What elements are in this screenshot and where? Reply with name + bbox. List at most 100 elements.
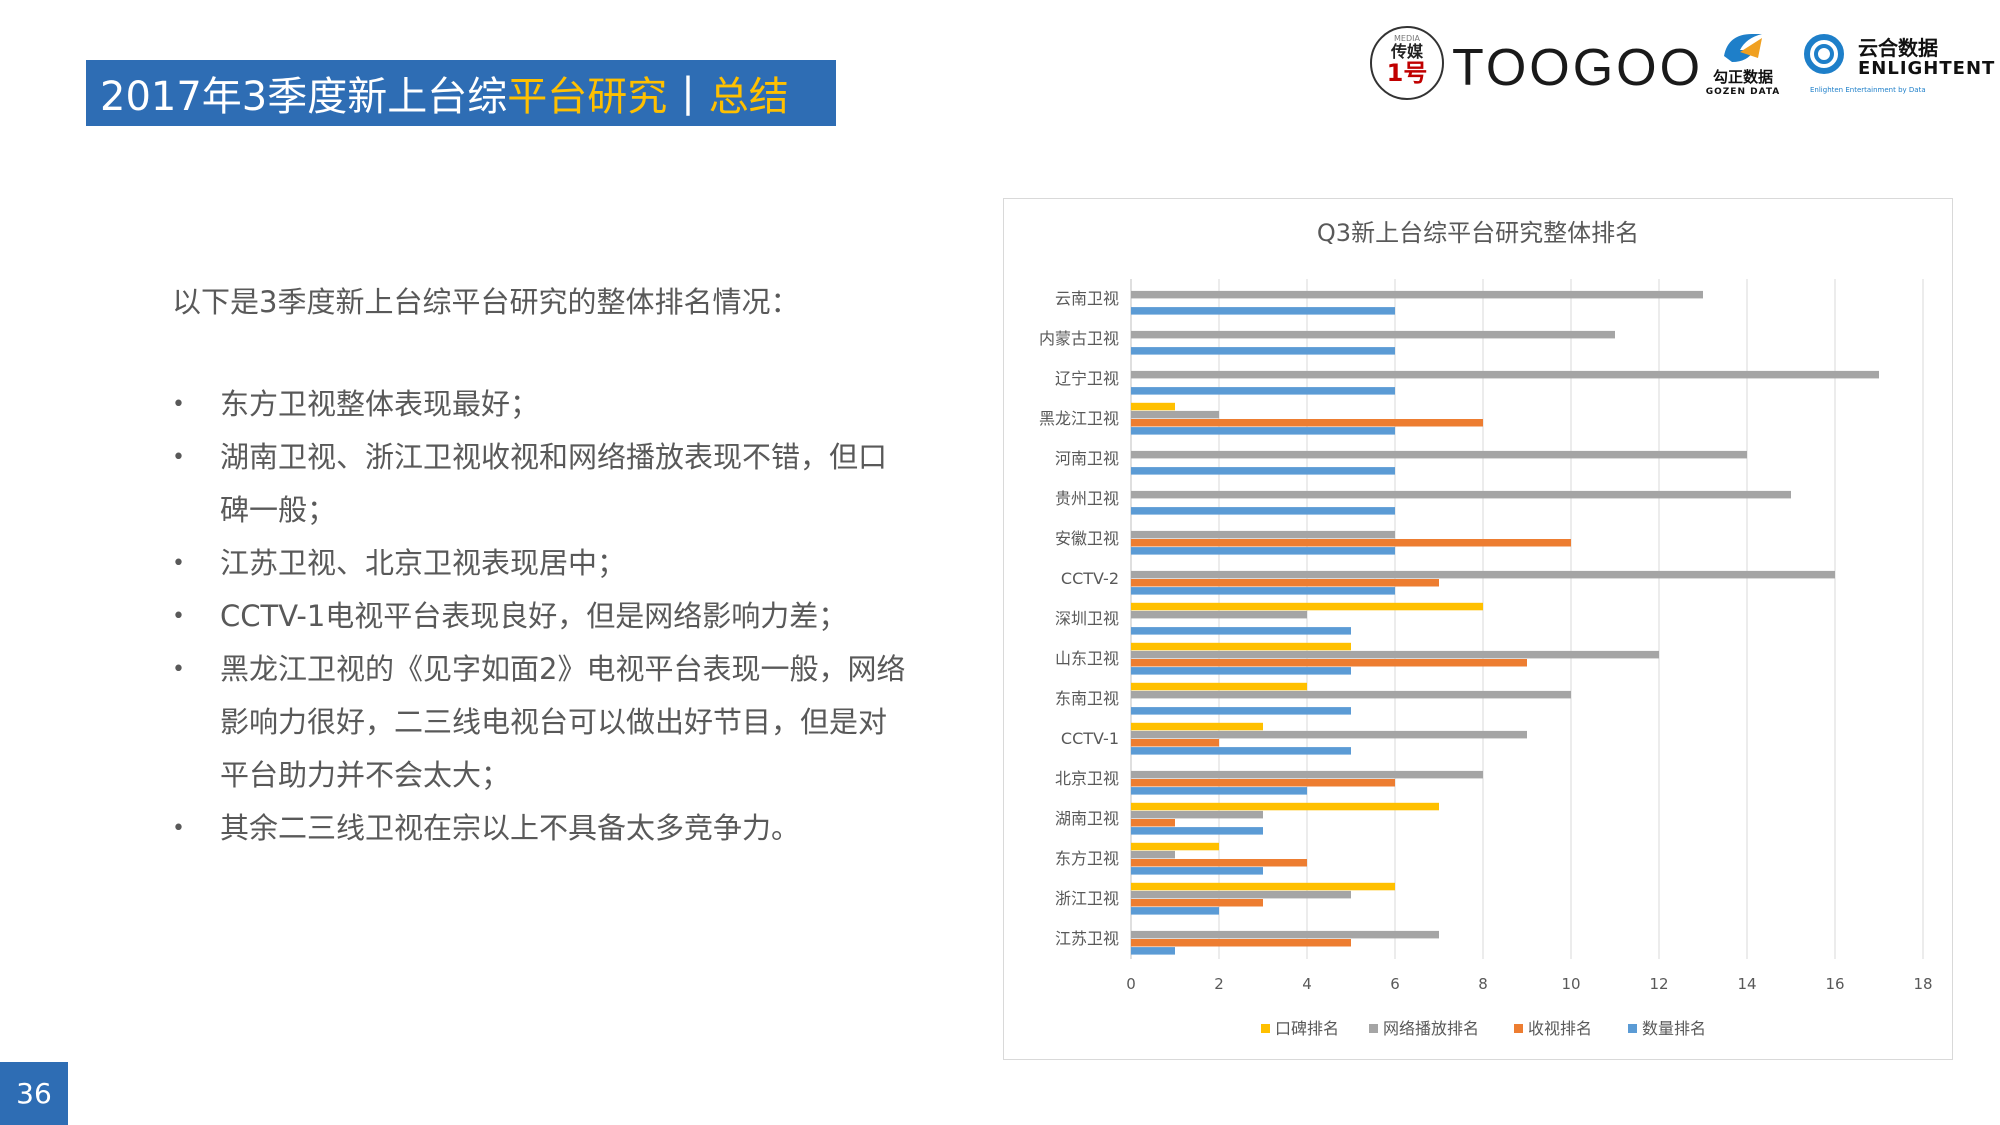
bar-数量排名: [1131, 707, 1351, 715]
y-category-label: 北京卫视: [1055, 769, 1119, 788]
bar-口碑排名: [1131, 682, 1307, 691]
bullet-text: CCTV-1电视平台表现良好，但是网络影响力差；: [220, 599, 848, 633]
bullet-item: • 其余二三线卫视在宗以上不具备太多竞争力。: [172, 802, 912, 855]
bar-数量排名: [1131, 627, 1351, 635]
bar-数量排名: [1131, 387, 1395, 395]
y-category-label: 东南卫视: [1055, 689, 1119, 708]
enlight-ring-icon: [1804, 34, 1844, 74]
title-highlight: 平台研究: [507, 74, 668, 120]
bar-口碑排名: [1131, 642, 1351, 651]
bullet-item: • 黑龙江卫视的《见字如面2》电视平台表现一般，网络影响力很好，二三线电视台可以做…: [172, 643, 912, 802]
bar-网络播放排名: [1131, 370, 1879, 379]
bar-数量排名: [1131, 667, 1351, 675]
y-category-label: 安徽卫视: [1055, 529, 1119, 548]
y-category-label: CCTV-1: [1061, 729, 1119, 748]
x-tick-label: 16: [1825, 975, 1844, 993]
legend-swatch: [1369, 1024, 1378, 1033]
chuanmei-logo-small: MEDIA: [1394, 34, 1420, 43]
ranking-chart: Q3新上台综平台研究整体排名 0 2 4 6 8 10 12 14 16 18 云南卫视 内蒙古卫视 辽宁…: [1003, 198, 1953, 1060]
bar-收视排名: [1131, 899, 1263, 907]
bar-数量排名: [1131, 547, 1395, 555]
bar-数量排名: [1131, 347, 1395, 355]
bullet-icon: •: [172, 604, 185, 629]
y-category-label: 云南卫视: [1055, 289, 1119, 308]
bullet-list: • 东方卫视整体表现最好； • 湖南卫视、浙江卫视收视和网络播放表现不错，但口碑一般…: [172, 378, 912, 855]
y-category-label: 贵州卫视: [1055, 489, 1119, 508]
bar-收视排名: [1131, 939, 1351, 947]
x-tick-label: 12: [1649, 975, 1668, 993]
ranking-chart-svg: Q3新上台综平台研究整体排名 0 2 4 6 8 10 12 14 16 18 云南卫视内蒙古卫视辽宁…: [1039, 219, 1933, 1038]
bar-网络播放排名: [1131, 810, 1263, 819]
bar-网络播放排名: [1131, 690, 1571, 699]
bar-网络播放排名: [1131, 410, 1219, 419]
x-tick-label: 4: [1302, 975, 1312, 993]
bullet-icon: •: [172, 392, 185, 417]
bar-数量排名: [1131, 507, 1395, 515]
x-tick-label: 14: [1737, 975, 1756, 993]
y-category-label: 东方卫视: [1055, 849, 1119, 868]
bar-网络播放排名: [1131, 730, 1527, 739]
bullet-icon: •: [172, 816, 185, 841]
bar-网络播放排名: [1131, 530, 1395, 539]
bar-口碑排名: [1131, 842, 1219, 851]
bar-网络播放排名: [1131, 330, 1615, 339]
page-title-banner: 2017年3季度新上台综 平台研究 | 总结: [86, 60, 836, 126]
y-category-label: 山东卫视: [1055, 649, 1119, 668]
bullet-icon: •: [172, 657, 185, 682]
bar-收视排名: [1131, 819, 1175, 827]
bar-数量排名: [1131, 947, 1175, 955]
title-main: 2017年3季度新上台综: [100, 74, 508, 120]
bar-数量排名: [1131, 467, 1395, 475]
bar-网络播放排名: [1131, 490, 1791, 499]
enlight-logo: 云合数据 ENLIGHTENT Enlighten Entertainment …: [1800, 30, 2000, 100]
y-category-label: 湖南卫视: [1055, 809, 1119, 828]
bar-数量排名: [1131, 907, 1219, 915]
bar-口碑排名: [1131, 402, 1175, 411]
bullet-text: 黑龙江卫视的《见字如面2》电视平台表现一般，网络影响力很好，二三线电视台可以做出…: [220, 652, 906, 792]
bullet-item: • CCTV-1电视平台表现良好，但是网络影响力差；: [172, 590, 912, 643]
bar-口碑排名: [1131, 722, 1263, 731]
chart-title: Q3新上台综平台研究整体排名: [1317, 219, 1639, 247]
y-category-label: 江苏卫视: [1055, 929, 1119, 948]
gozen-logo-cn: 勾正数据: [1712, 68, 1773, 86]
bar-网络播放排名: [1131, 610, 1307, 619]
bar-网络播放排名: [1131, 770, 1483, 779]
bar-收视排名: [1131, 579, 1439, 587]
bullet-text: 湖南卫视、浙江卫视收视和网络播放表现不错，但口碑一般；: [220, 440, 888, 527]
page-number: 36: [0, 1062, 68, 1125]
legend-label: 数量排名: [1642, 1019, 1706, 1038]
y-category-label: 辽宁卫视: [1055, 369, 1119, 388]
bar-网络播放排名: [1131, 290, 1703, 299]
x-tick-label: 2: [1214, 975, 1224, 993]
bar-收视排名: [1131, 859, 1307, 867]
enlight-logo-cn: 云合数据: [1858, 36, 1938, 60]
bar-数量排名: [1131, 747, 1351, 755]
gozen-logo-icon: [1724, 34, 1762, 62]
legend-swatch: [1261, 1024, 1270, 1033]
chuanmei-logo-num: 1号: [1386, 59, 1428, 87]
legend-label: 网络播放排名: [1383, 1019, 1479, 1038]
bar-数量排名: [1131, 587, 1395, 595]
title-separator: |: [681, 70, 695, 116]
toogoo-logo: TOOGOO: [1452, 39, 1704, 97]
gozen-logo-en: GOZEN DATA: [1705, 87, 1781, 97]
bullet-text: 江苏卫视、北京卫视表现居中；: [220, 546, 627, 580]
chuanmei-logo-cn: 传媒: [1390, 42, 1423, 61]
intro-text: 以下是3季度新上台综平台研究的整体排名情况：: [172, 285, 800, 319]
summary-text: 以下是3季度新上台综平台研究的整体排名情况： • 东方卫视整体表现最好； • 湖南卫…: [172, 282, 912, 855]
bar-网络播放排名: [1131, 890, 1351, 899]
bullet-item: • 东方卫视整体表现最好；: [172, 378, 912, 431]
bullet-text: 其余二三线卫视在宗以上不具备太多竞争力。: [220, 811, 801, 845]
bar-数量排名: [1131, 787, 1307, 795]
bar-网络播放排名: [1131, 650, 1659, 659]
y-category-label: 浙江卫视: [1055, 889, 1119, 908]
bar-网络播放排名: [1131, 570, 1835, 579]
y-category-label: CCTV-2: [1061, 569, 1119, 588]
bar-收视排名: [1131, 779, 1395, 787]
legend-swatch: [1514, 1024, 1523, 1033]
bar-数量排名: [1131, 867, 1263, 875]
legend-label: 口碑排名: [1275, 1019, 1339, 1038]
bar-收视排名: [1131, 419, 1483, 427]
bullet-text: 东方卫视整体表现最好；: [220, 387, 540, 421]
enlight-logo-en: ENLIGHTENT: [1858, 58, 1996, 79]
